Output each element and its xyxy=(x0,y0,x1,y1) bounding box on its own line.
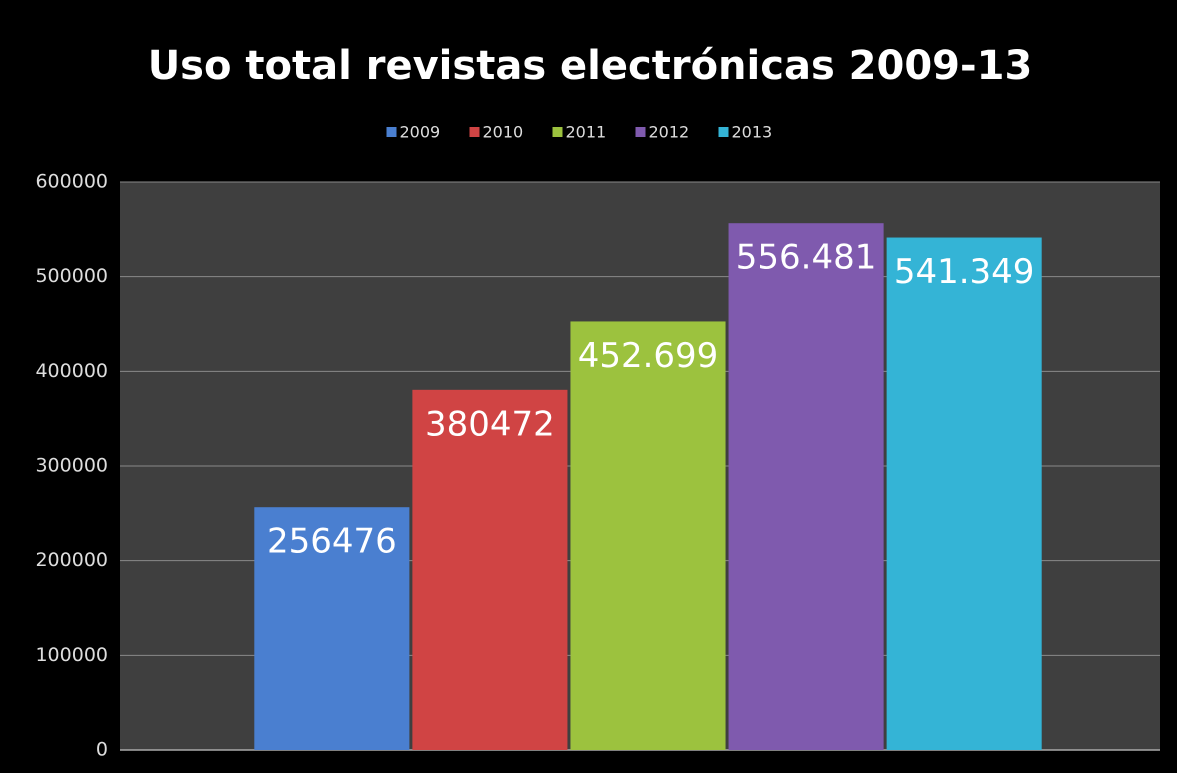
legend-swatch xyxy=(469,127,480,137)
legend-swatch xyxy=(718,127,729,137)
y-tick-label: 500000 xyxy=(35,265,108,287)
data-label: 256476 xyxy=(267,522,397,562)
y-tick-label: 400000 xyxy=(35,360,108,382)
y-tick-label: 300000 xyxy=(35,455,108,477)
legend-swatch xyxy=(386,127,397,137)
legend-label: 2013 xyxy=(732,123,773,142)
chart-title: Uso total revistas electrónicas 2009-13 xyxy=(148,43,1033,89)
legend-label: 2009 xyxy=(400,123,441,142)
bar xyxy=(570,321,726,750)
bar xyxy=(728,223,884,750)
y-tick-label: 0 xyxy=(96,739,108,761)
data-label: 541.349 xyxy=(894,252,1035,292)
data-label: 452.699 xyxy=(578,336,719,376)
legend-swatch xyxy=(635,127,646,137)
bar xyxy=(886,237,1042,750)
y-tick-label: 200000 xyxy=(35,549,108,571)
legend-label: 2010 xyxy=(483,123,524,142)
y-tick-label: 100000 xyxy=(35,644,108,666)
bar xyxy=(254,507,410,750)
bar xyxy=(412,389,568,750)
data-label: 380472 xyxy=(425,404,555,444)
legend-label: 2011 xyxy=(566,123,607,142)
legend-swatch xyxy=(552,127,563,137)
legend-label: 2012 xyxy=(649,123,690,142)
data-label: 556.481 xyxy=(736,238,877,278)
y-tick-label: 600000 xyxy=(35,171,108,193)
